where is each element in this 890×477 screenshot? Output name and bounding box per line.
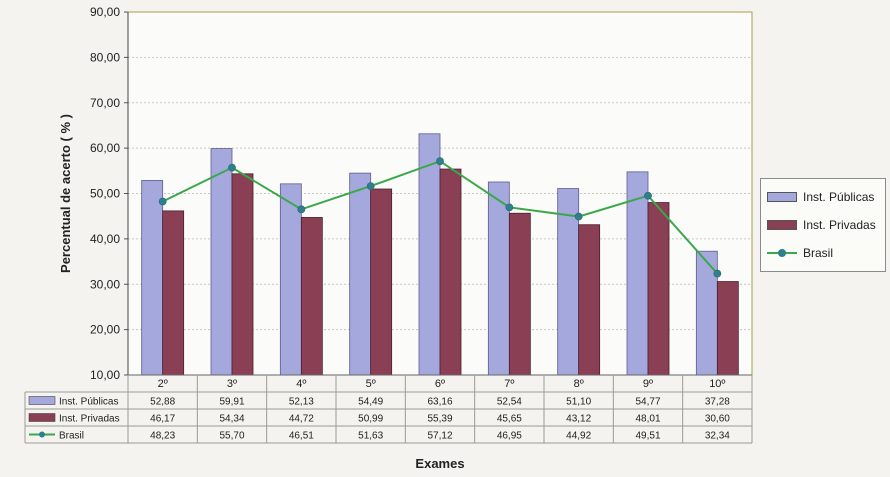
data-label: 54,34 (219, 414, 244, 425)
x-axis-label: Exames (415, 456, 465, 471)
line-point (158, 197, 167, 206)
data-label: 52,54 (497, 397, 522, 408)
data-label: 45,65 (497, 414, 522, 425)
data-label: 49,51 (635, 431, 660, 442)
legend: Inst. Públicas Inst. Privadas Brasil (760, 178, 886, 272)
legend-item-brasil: Brasil (767, 243, 833, 263)
bar (647, 202, 670, 376)
line-point (644, 191, 652, 200)
table-series-name: Inst. Privadas (59, 414, 120, 425)
bar (626, 171, 649, 376)
y-tick-label: 10,00 (90, 368, 120, 382)
x-tick-label: 4º (296, 378, 306, 390)
x-tick-label: 5º (366, 378, 376, 390)
table-legend-key (28, 413, 56, 422)
x-tick-label: 6º (435, 378, 445, 390)
data-label: 59,91 (219, 397, 244, 408)
bar (418, 133, 441, 376)
data-label: 54,49 (358, 397, 383, 408)
bar (716, 281, 739, 376)
bar (487, 181, 510, 376)
data-label: 44,92 (566, 431, 591, 442)
data-label: 52,13 (289, 397, 314, 408)
data-label: 57,12 (427, 431, 452, 442)
bar (300, 217, 323, 376)
data-label: 52,88 (150, 397, 175, 408)
line-point (713, 269, 722, 278)
x-tick-label: 8º (574, 378, 584, 390)
legend-line-brasil (767, 248, 797, 258)
x-tick-label: 7º (504, 378, 514, 390)
data-label: 50,99 (358, 414, 383, 425)
data-label: 43,12 (566, 414, 591, 425)
data-label: 51,10 (566, 397, 591, 408)
y-tick-label: 70,00 (90, 96, 120, 110)
data-label: 44,72 (289, 414, 314, 425)
bar (231, 173, 254, 376)
data-label: 63,16 (427, 397, 452, 408)
data-label: 46,95 (497, 431, 522, 442)
y-axis-label: Percentual de acerto ( % ) (58, 114, 73, 273)
y-tick-label: 20,00 (90, 323, 120, 337)
legend-swatch-privadas (767, 220, 797, 230)
table-series-name: Inst. Públicas (59, 397, 118, 408)
data-label: 37,28 (705, 397, 730, 408)
data-label: 32,34 (705, 431, 730, 442)
data-label: 48,01 (635, 414, 660, 425)
legend-item-publicas: Inst. Públicas (767, 187, 874, 207)
legend-label-publicas: Inst. Públicas (803, 190, 875, 204)
bar (210, 148, 233, 376)
bar (439, 168, 462, 376)
x-tick-label: 2º (158, 378, 168, 390)
data-label: 46,51 (289, 431, 314, 442)
legend-item-privadas: Inst. Privadas (767, 215, 876, 235)
legend-label-brasil: Brasil (803, 246, 834, 260)
data-label: 46,17 (150, 414, 175, 425)
bar (349, 172, 372, 376)
x-tick-label: 3º (227, 378, 237, 390)
data-label: 55,70 (219, 431, 244, 442)
y-tick-label: 90,00 (90, 5, 120, 19)
y-tick-label: 60,00 (90, 141, 120, 155)
line-point (574, 212, 583, 221)
y-tick-label: 30,00 (90, 277, 120, 291)
x-tick-label: 9º (643, 378, 653, 390)
table-series-name: Brasil (59, 431, 84, 442)
y-tick-label: 50,00 (90, 187, 120, 201)
x-tick-label: 10º (709, 378, 725, 390)
legend-swatch-publicas (767, 192, 797, 202)
table-legend-key (39, 431, 45, 438)
bar (162, 210, 185, 376)
bar (279, 183, 302, 376)
line-point (228, 163, 236, 172)
data-label: 54,77 (635, 397, 660, 408)
data-label: 30,60 (705, 414, 730, 425)
line-point (436, 157, 444, 166)
bar (141, 180, 164, 376)
bar (370, 188, 393, 376)
line-point (505, 203, 514, 212)
data-label: 51,63 (358, 431, 383, 442)
line-point (297, 205, 306, 214)
y-tick-label: 80,00 (90, 50, 120, 64)
bar (578, 224, 601, 376)
table-legend-key (28, 396, 56, 405)
data-label: 48,23 (150, 431, 175, 442)
bar (508, 212, 531, 376)
legend-label-privadas: Inst. Privadas (803, 218, 876, 232)
line-point (366, 182, 375, 191)
y-tick-label: 40,00 (90, 232, 120, 246)
data-label: 55,39 (427, 414, 452, 425)
